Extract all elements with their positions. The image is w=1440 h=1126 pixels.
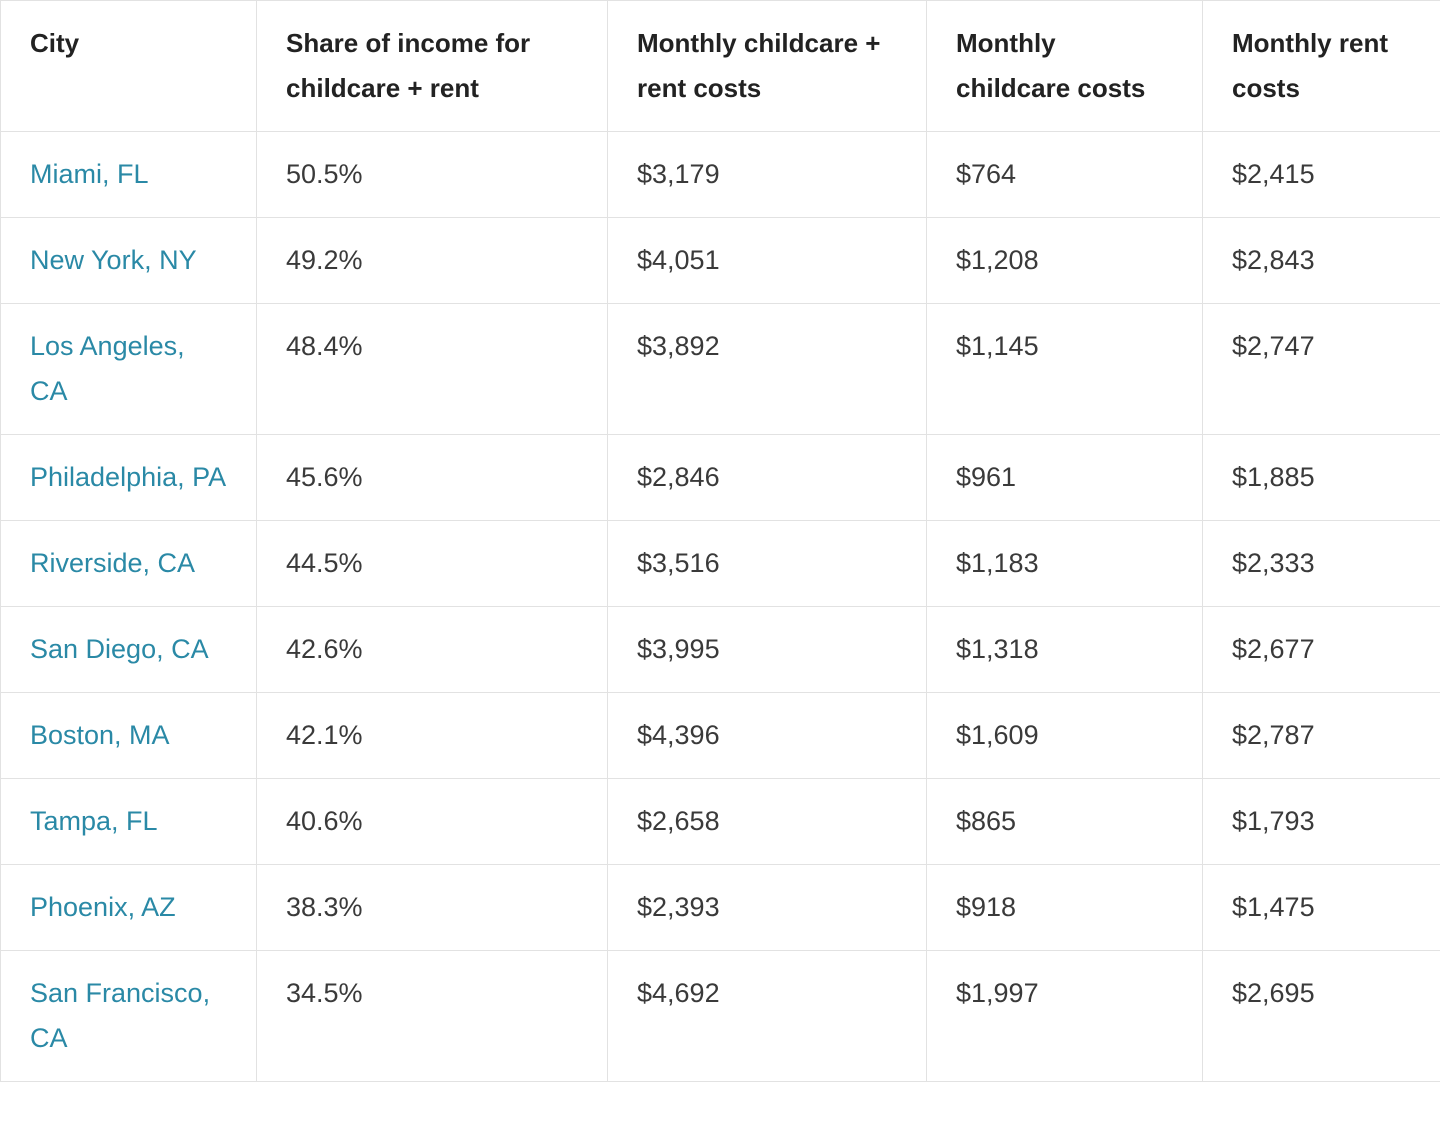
table-row: Philadelphia, PA 45.6% $2,846 $961 $1,885	[0, 434, 1440, 521]
table-row: Tampa, FL 40.6% $2,658 $865 $1,793	[0, 778, 1440, 865]
value-cell: $1,997	[926, 950, 1203, 1082]
city-link[interactable]: New York, NY	[30, 245, 197, 275]
value-cell: $2,747	[1202, 303, 1440, 435]
city-link[interactable]: Philadelphia, PA	[30, 462, 227, 492]
value-cell: $1,208	[926, 217, 1203, 304]
value-cell: $1,793	[1202, 778, 1440, 865]
value-cell: $1,183	[926, 520, 1203, 607]
city-cell: Tampa, FL	[0, 778, 257, 865]
cost-table: City Share of income for childcare + rent…	[0, 0, 1440, 1082]
city-cell: Phoenix, AZ	[0, 864, 257, 951]
table-body: Miami, FL 50.5% $3,179 $764 $2,415 New York, …	[0, 131, 1440, 1082]
column-header: Monthly childcare costs	[926, 0, 1203, 132]
column-header: City	[0, 0, 257, 132]
city-link[interactable]: Phoenix, AZ	[30, 892, 176, 922]
value-cell: $918	[926, 864, 1203, 951]
city-cell: Riverside, CA	[0, 520, 257, 607]
table-row: Miami, FL 50.5% $3,179 $764 $2,415	[0, 131, 1440, 218]
table-head: City Share of income for childcare + rent…	[0, 0, 1440, 132]
value-cell: 44.5%	[256, 520, 608, 607]
value-cell: 49.2%	[256, 217, 608, 304]
city-link[interactable]: Boston, MA	[30, 720, 170, 750]
value-cell: $2,677	[1202, 606, 1440, 693]
value-cell: $3,995	[607, 606, 927, 693]
header-row: City Share of income for childcare + rent…	[0, 0, 1440, 132]
table-row: Phoenix, AZ 38.3% $2,393 $918 $1,475	[0, 864, 1440, 951]
value-cell: $1,885	[1202, 434, 1440, 521]
value-cell: $2,695	[1202, 950, 1440, 1082]
value-cell: 42.1%	[256, 692, 608, 779]
city-link[interactable]: San Francisco, CA	[30, 978, 211, 1053]
city-link[interactable]: San Diego, CA	[30, 634, 209, 664]
value-cell: $3,892	[607, 303, 927, 435]
table-row: Riverside, CA 44.5% $3,516 $1,183 $2,333	[0, 520, 1440, 607]
value-cell: 48.4%	[256, 303, 608, 435]
value-cell: $4,396	[607, 692, 927, 779]
table-row: Los Angeles, CA 48.4% $3,892 $1,145 $2,747	[0, 303, 1440, 435]
value-cell: $2,333	[1202, 520, 1440, 607]
value-cell: 42.6%	[256, 606, 608, 693]
city-link[interactable]: Miami, FL	[30, 159, 149, 189]
value-cell: $961	[926, 434, 1203, 521]
city-cell: San Francisco, CA	[0, 950, 257, 1082]
value-cell: $2,843	[1202, 217, 1440, 304]
value-cell: $4,051	[607, 217, 927, 304]
value-cell: $3,516	[607, 520, 927, 607]
city-link[interactable]: Los Angeles, CA	[30, 331, 185, 406]
value-cell: $764	[926, 131, 1203, 218]
value-cell: 50.5%	[256, 131, 608, 218]
city-cell: New York, NY	[0, 217, 257, 304]
city-cell: San Diego, CA	[0, 606, 257, 693]
value-cell: $1,145	[926, 303, 1203, 435]
value-cell: $2,787	[1202, 692, 1440, 779]
city-cell: Miami, FL	[0, 131, 257, 218]
value-cell: 38.3%	[256, 864, 608, 951]
table-row: San Diego, CA 42.6% $3,995 $1,318 $2,677	[0, 606, 1440, 693]
table-row: San Francisco, CA 34.5% $4,692 $1,997 $2,695	[0, 950, 1440, 1082]
value-cell: 34.5%	[256, 950, 608, 1082]
city-link[interactable]: Riverside, CA	[30, 548, 196, 578]
column-header: Monthly childcare + rent costs	[607, 0, 927, 132]
table-row: New York, NY 49.2% $4,051 $1,208 $2,843	[0, 217, 1440, 304]
value-cell: $865	[926, 778, 1203, 865]
column-header: Monthly rent costs	[1202, 0, 1440, 132]
city-cell: Boston, MA	[0, 692, 257, 779]
value-cell: 45.6%	[256, 434, 608, 521]
value-cell: 40.6%	[256, 778, 608, 865]
value-cell: $3,179	[607, 131, 927, 218]
value-cell: $2,393	[607, 864, 927, 951]
value-cell: $1,609	[926, 692, 1203, 779]
value-cell: $4,692	[607, 950, 927, 1082]
value-cell: $1,318	[926, 606, 1203, 693]
city-cell: Philadelphia, PA	[0, 434, 257, 521]
value-cell: $2,415	[1202, 131, 1440, 218]
city-cell: Los Angeles, CA	[0, 303, 257, 435]
value-cell: $1,475	[1202, 864, 1440, 951]
table-row: Boston, MA 42.1% $4,396 $1,609 $2,787	[0, 692, 1440, 779]
column-header: Share of income for childcare + rent	[256, 0, 608, 132]
value-cell: $2,658	[607, 778, 927, 865]
city-link[interactable]: Tampa, FL	[30, 806, 158, 836]
value-cell: $2,846	[607, 434, 927, 521]
